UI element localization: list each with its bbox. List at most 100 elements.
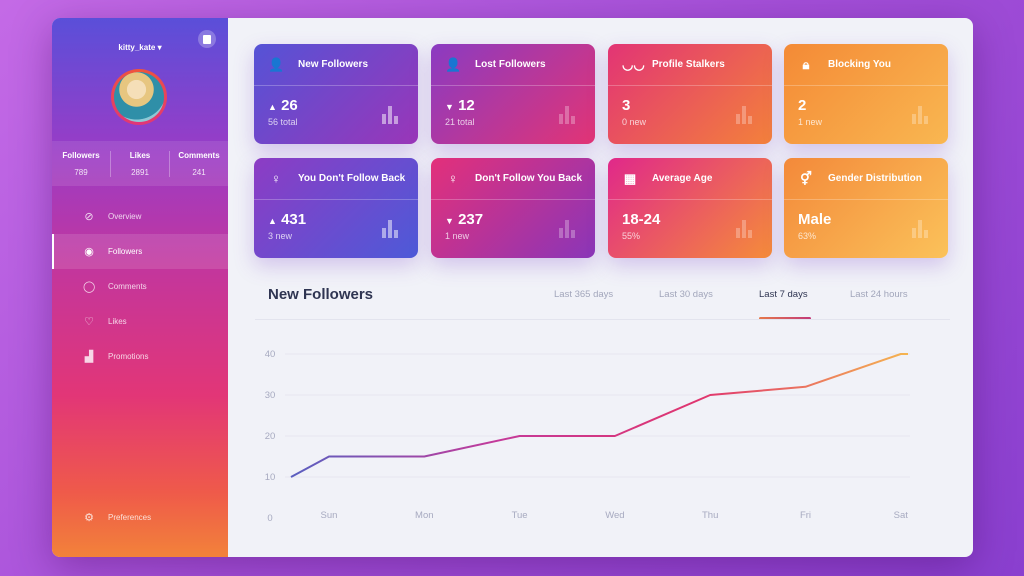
- card-title: Gender Distribution: [828, 173, 922, 184]
- card-subtext: 63%: [798, 231, 817, 241]
- profile-stats: Followers 789 Likes 2891 Comments 241: [52, 141, 228, 186]
- sidebar-item-followers[interactable]: ◉ Followers: [52, 234, 228, 269]
- lock-icon: 🔒︎: [802, 56, 810, 72]
- stat-label: Comments: [178, 150, 220, 160]
- sidebar-item-label: Preferences: [108, 513, 152, 522]
- stat-card-don-t-follow-you-back[interactable]: ♀ Don't Follow You Back ▼ 237 1 new: [431, 158, 595, 258]
- y-tick-label: 10: [265, 472, 276, 483]
- user-follow-plus-icon: ♀: [271, 171, 281, 186]
- card-value-number: 12: [458, 97, 475, 114]
- series-line: [290, 353, 908, 478]
- bar-chart-icon[interactable]: [736, 220, 752, 238]
- username: kitty_kate: [118, 43, 156, 52]
- calendar-icon: ▦: [623, 170, 637, 186]
- sidebar-item-overview[interactable]: ⊘ Overview: [52, 199, 228, 234]
- card-title: Don't Follow You Back: [475, 173, 583, 184]
- bar-chart-icon: ▟: [84, 351, 94, 363]
- card-subtext: 56 total: [268, 117, 298, 127]
- sidebar-item-label: Likes: [108, 317, 127, 326]
- card-value: ▲ 431: [268, 211, 306, 228]
- card-value: ▼ 237: [445, 211, 483, 228]
- trend-arrow-icon: ▲: [268, 102, 277, 112]
- stat-card-you-don-t-follow-back[interactable]: ♀ You Don't Follow Back ▲ 431 3 new: [254, 158, 418, 258]
- sidebar-item-comments[interactable]: ◯ Comments: [52, 269, 228, 304]
- x-tick-label: Sat: [894, 510, 909, 521]
- sidebar-item-label: Overview: [108, 212, 142, 221]
- x-tick-label: Thu: [702, 510, 718, 521]
- stat-card-lost-followers[interactable]: 👤 Lost Followers ▼ 12 21 total: [431, 44, 595, 144]
- card-header: 👤 New Followers: [254, 44, 418, 86]
- avatar[interactable]: [111, 69, 167, 125]
- bar-chart-icon[interactable]: [382, 106, 398, 124]
- stat-card-new-followers[interactable]: 👤 New Followers ▲ 26 56 total: [254, 44, 418, 144]
- stat-value: 2891: [131, 167, 149, 177]
- active-tab-indicator: [759, 317, 811, 320]
- tab-last-365-days[interactable]: Last 365 days: [554, 289, 614, 300]
- heart-icon: ♡: [84, 316, 94, 328]
- card-subtext: 21 total: [445, 117, 475, 127]
- stat-followers: Followers 789: [52, 150, 111, 177]
- stat-card-average-age[interactable]: ▦ Average Age 18-24 55%: [608, 158, 772, 258]
- y-tick-label: 0: [267, 513, 272, 524]
- card-header: ◡◡ Profile Stalkers: [608, 44, 772, 86]
- bar-chart-icon[interactable]: [559, 106, 575, 124]
- stat-card-blocking-you[interactable]: 🔒︎ Blocking You 2 1 new: [784, 44, 948, 144]
- tab-last-30-days[interactable]: Last 30 days: [659, 289, 713, 300]
- trend-arrow-icon: ▲: [268, 216, 277, 226]
- user-follow-minus-icon: ♀: [448, 171, 458, 186]
- y-tick-label: 20: [265, 431, 276, 442]
- card-subtext: 1 new: [445, 231, 470, 241]
- card-header: 🔒︎ Blocking You: [784, 44, 948, 86]
- bar-chart-icon[interactable]: [382, 220, 398, 238]
- card-value: 18-24: [622, 211, 660, 228]
- panel-icon: [203, 34, 211, 44]
- card-title: Lost Followers: [475, 59, 546, 70]
- card-header: ♀ You Don't Follow Back: [254, 158, 418, 200]
- chat-bubble-icon: ◯: [83, 281, 96, 293]
- stat-card-gender-distribution[interactable]: ⚥ Gender Distribution Male 63%: [784, 158, 948, 258]
- sidebar: kitty_kate ▾ Followers 789 Likes 2891 Comm…: [52, 18, 228, 557]
- y-tick-label: 30: [265, 390, 276, 401]
- sidebar-item-preferences[interactable]: ⚙ Preferences: [52, 500, 228, 535]
- card-value: 2: [798, 97, 806, 114]
- card-value-number: Male: [798, 211, 832, 228]
- stat-label: Likes: [129, 150, 151, 160]
- x-tick-label: Fri: [800, 510, 811, 521]
- x-tick-label: Wed: [605, 510, 624, 521]
- bar-chart-icon[interactable]: [736, 106, 752, 124]
- card-header: ▦ Average Age: [608, 158, 772, 200]
- user-circle-icon: ◉: [84, 246, 94, 258]
- sidebar-toggle-button[interactable]: [198, 30, 216, 48]
- y-tick-label: 40: [265, 349, 276, 360]
- sidebar-item-label: Followers: [108, 247, 143, 256]
- trend-arrow-icon: ▼: [445, 216, 454, 226]
- caret-down-icon: ▾: [157, 43, 162, 52]
- bar-chart-icon[interactable]: [912, 220, 928, 238]
- app-window: kitty_kate ▾ Followers 789 Likes 2891 Comm…: [52, 18, 973, 557]
- compass-icon: ⊘: [84, 211, 94, 223]
- stat-comments: Comments 241: [170, 151, 228, 177]
- stat-likes: Likes 2891: [111, 150, 170, 177]
- bar-chart-icon[interactable]: [559, 220, 575, 238]
- sidebar-item-label: Comments: [108, 282, 147, 291]
- card-header: ♀ Don't Follow You Back: [431, 158, 595, 200]
- card-value-number: 431: [281, 211, 307, 228]
- sidebar-item-likes[interactable]: ♡ Likes: [52, 304, 228, 339]
- tab-last-7-days[interactable]: Last 7 days: [759, 289, 808, 300]
- card-subtext: 0 new: [622, 117, 647, 127]
- tab-last-24-hours[interactable]: Last 24 hours: [850, 289, 908, 300]
- sidebar-item-promotions[interactable]: ▟ Promotions: [52, 339, 228, 374]
- card-header: 👤 Lost Followers: [431, 44, 595, 86]
- stat-value: 789: [74, 167, 88, 177]
- user-plus-icon: 👤: [268, 56, 285, 72]
- stat-card-profile-stalkers[interactable]: ◡◡ Profile Stalkers 3 0 new: [608, 44, 772, 144]
- card-subtext: 1 new: [798, 117, 823, 127]
- card-subtext: 55%: [622, 231, 641, 241]
- username-dropdown[interactable]: kitty_kate ▾: [52, 43, 228, 52]
- card-value-number: 26: [281, 97, 298, 114]
- bar-chart-icon[interactable]: [912, 106, 928, 124]
- x-tick-label: Tue: [512, 510, 528, 521]
- card-value-number: 237: [458, 211, 484, 228]
- stat-value: 241: [192, 167, 206, 177]
- card-value: Male: [798, 211, 831, 228]
